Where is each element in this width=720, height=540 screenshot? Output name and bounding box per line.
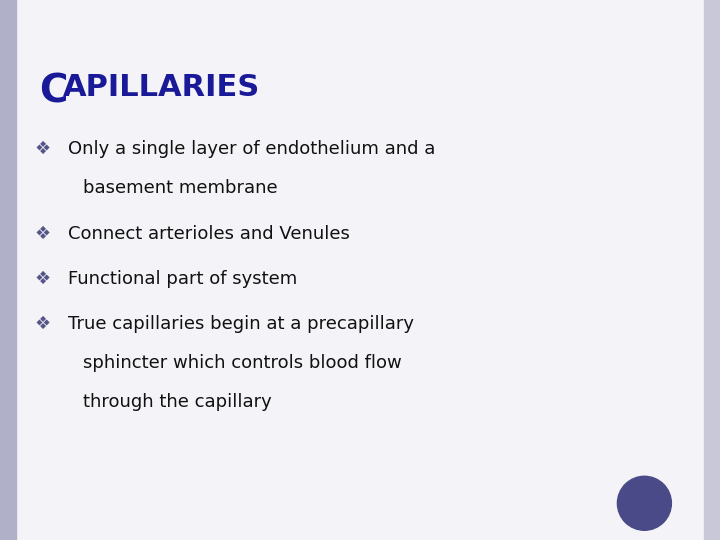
Bar (704, 0, 720, 540)
Text: True capillaries begin at a precapillary: True capillaries begin at a precapillary (68, 315, 415, 333)
Ellipse shape (618, 476, 671, 530)
Text: ❖: ❖ (35, 270, 50, 288)
Text: APILLARIES: APILLARIES (63, 73, 260, 102)
Text: ❖: ❖ (35, 315, 50, 333)
Text: through the capillary: through the capillary (83, 393, 271, 411)
Text: Functional part of system: Functional part of system (68, 270, 297, 288)
Text: sphincter which controls blood flow: sphincter which controls blood flow (83, 354, 402, 372)
Text: Connect arterioles and Venules: Connect arterioles and Venules (68, 225, 350, 242)
Text: C: C (40, 73, 68, 111)
Text: ❖: ❖ (35, 225, 50, 242)
Text: Only a single layer of endothelium and a: Only a single layer of endothelium and a (68, 140, 436, 158)
Bar (0, 0, 16, 540)
Text: basement membrane: basement membrane (83, 179, 277, 197)
Text: ❖: ❖ (35, 140, 50, 158)
